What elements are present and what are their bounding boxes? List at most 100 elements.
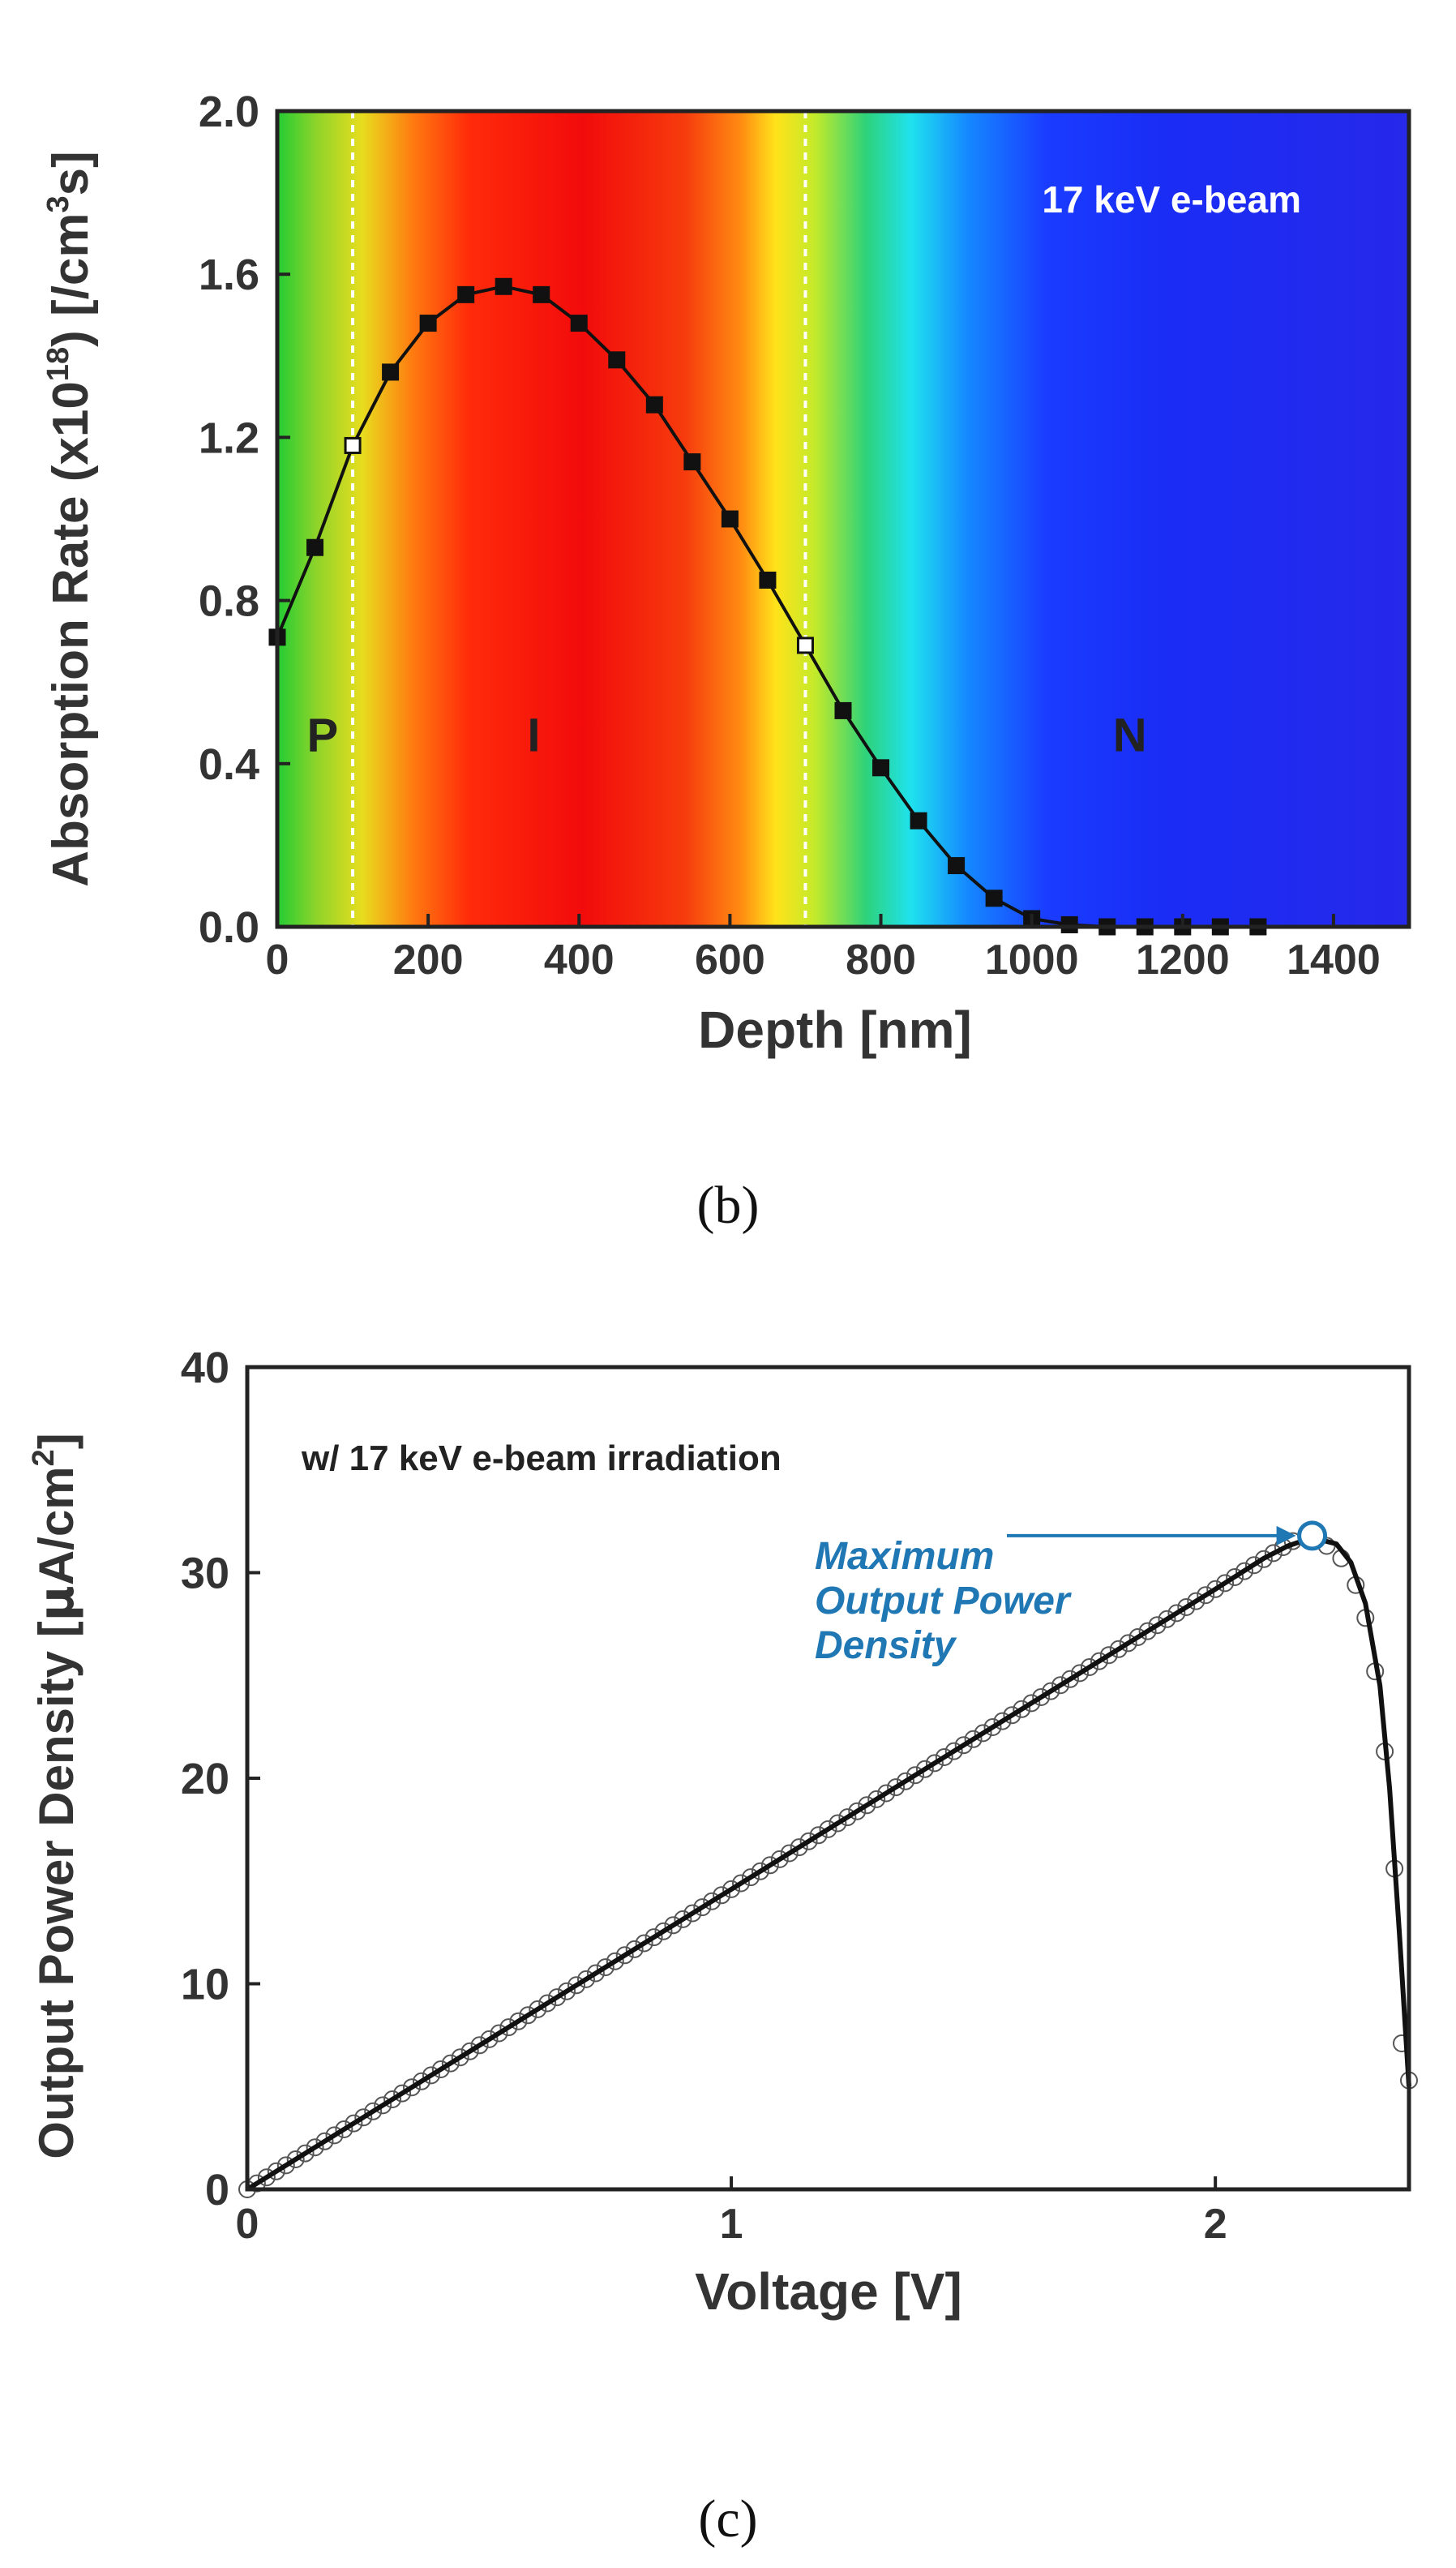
absorption-marker	[721, 510, 739, 528]
measured-point	[1071, 1664, 1089, 1683]
y-title-c-part1: Output Power Density [	[29, 1621, 84, 2159]
measured-point	[848, 1802, 867, 1820]
measured-point	[877, 1784, 896, 1803]
measured-point	[606, 1952, 624, 1970]
measured-point	[460, 2042, 479, 2060]
absorption-series	[268, 277, 1267, 936]
x-tick-label-c: 0	[236, 2201, 259, 2248]
y-axis-ticks-c: 0 10 20 30 40	[181, 1344, 260, 2214]
y-title-c-sup: 2	[27, 1449, 61, 1466]
measured-point	[383, 2090, 402, 2108]
measured-point	[1099, 1646, 1118, 1665]
measured-point	[722, 1880, 741, 1898]
measured-point	[586, 1964, 605, 1983]
measured-point	[867, 1790, 886, 1808]
region-label: P	[306, 710, 338, 762]
x-tick-label-b: 1400	[1287, 937, 1381, 984]
measured-point	[509, 2012, 528, 2030]
measured-point	[935, 1748, 953, 1766]
x-axis-ticks-b: 0 200 400 600 800 1000 1200 1400	[266, 914, 1381, 984]
measured-point	[674, 1910, 692, 1928]
annotation-line-0: Maximum	[815, 1535, 994, 1578]
measured-point	[335, 2120, 353, 2138]
measured-point	[1206, 1580, 1225, 1598]
measured-point	[1177, 1598, 1196, 1616]
absorption-marker	[419, 315, 437, 332]
measured-point	[374, 2096, 392, 2115]
y-title-b-sup2: 3	[41, 195, 75, 212]
plot-b-background	[277, 111, 1409, 927]
x-tick-label-b: 800	[846, 937, 916, 984]
measured-point	[315, 2132, 334, 2150]
absorption-marker	[683, 453, 701, 471]
measured-point	[596, 1958, 615, 1977]
measured-point	[1158, 1610, 1176, 1628]
measured-point	[760, 1856, 779, 1875]
measured-point	[625, 1940, 644, 1958]
y-axis-ticks-b: 0.0 0.4 0.8 1.2 1.6 2.0	[199, 88, 290, 952]
measured-point	[1167, 1604, 1186, 1623]
measured-point	[306, 2138, 324, 2157]
measured-point	[1216, 1574, 1235, 1593]
measured-point	[1235, 1562, 1253, 1580]
measured-point	[1032, 1688, 1051, 1706]
measured-point	[470, 2036, 489, 2055]
measured-point	[770, 1850, 789, 1868]
measured-point	[790, 1838, 808, 1857]
measured-point	[296, 2144, 315, 2163]
y-axis-title-c: Output Power Density [μA/cm2]	[27, 1433, 85, 2159]
measured-point	[345, 2114, 363, 2133]
y-tick-label-c: 40	[181, 1344, 229, 1392]
measured-point	[742, 1868, 760, 1887]
x-axis-ticks-c: 0 1 2	[236, 2176, 1227, 2248]
region-label: I	[527, 710, 540, 762]
measured-point	[819, 1820, 837, 1838]
measured-point	[838, 1808, 857, 1827]
measured-point	[654, 1922, 673, 1940]
absorption-marker	[344, 436, 362, 454]
measured-point	[1197, 1586, 1215, 1605]
y-title-b-sup1: 18	[41, 347, 75, 381]
measured-point	[529, 2000, 547, 2018]
measured-point	[703, 1892, 722, 1910]
measured-point	[1264, 1544, 1283, 1563]
max-power-point	[1297, 1520, 1328, 1551]
measured-point	[413, 2072, 430, 2090]
absorption-marker	[457, 285, 475, 303]
panel-caption-b: (b)	[697, 1176, 760, 1235]
measured-point	[1061, 1670, 1079, 1688]
y-tick-label-b: 0.0	[199, 903, 259, 952]
absorption-marker	[495, 277, 512, 295]
measured-point	[644, 1928, 663, 1947]
x-tick-label-b: 600	[695, 937, 765, 984]
y-tick-label-c: 10	[181, 1961, 229, 2009]
region-boundaries	[351, 111, 807, 927]
y-title-c-mu: μ	[28, 1585, 85, 1621]
measured-point	[713, 1886, 731, 1905]
measured-point	[558, 1982, 576, 2000]
measured-point	[615, 1946, 634, 1965]
measured-point	[1013, 1700, 1031, 1718]
measured-point	[693, 1898, 712, 1917]
measured-point	[354, 2108, 373, 2127]
x-axis-title-c: Voltage [V]	[695, 2262, 962, 2321]
measured-point	[1042, 1682, 1060, 1700]
absorption-marker	[759, 571, 777, 589]
y-tick-label-b: 0.4	[199, 740, 259, 789]
chart-absorption-rate: 0 200 400 600 800 1000 1200 1400 0.0 0.4 0.8 1.2 1.…	[41, 88, 1411, 1235]
x-tick-label-c: 1	[720, 2201, 743, 2248]
measured-point	[499, 2018, 518, 2037]
y-title-b-part2: ) [/cm	[43, 213, 99, 347]
measured-point	[490, 2024, 508, 2043]
y-tick-label-c: 30	[181, 1550, 229, 1598]
measured-point	[897, 1772, 914, 1790]
measured-point	[393, 2084, 412, 2103]
measured-point	[635, 1934, 653, 1953]
measured-point	[325, 2126, 344, 2145]
measured-point	[257, 2168, 276, 2187]
x-tick-label-b: 400	[544, 937, 615, 984]
measured-point	[567, 1976, 585, 1995]
